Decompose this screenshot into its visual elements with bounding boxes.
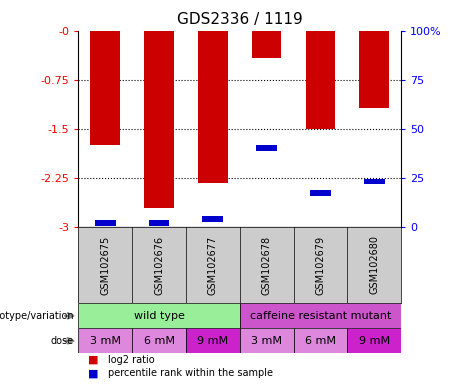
Bar <box>78 328 132 353</box>
Text: ■: ■ <box>88 368 98 379</box>
Text: 6 mM: 6 mM <box>305 336 336 346</box>
Bar <box>144 31 174 208</box>
Bar <box>240 303 401 328</box>
Bar <box>149 220 169 225</box>
Text: ■: ■ <box>88 355 98 365</box>
Text: GSM102679: GSM102679 <box>315 235 325 295</box>
Text: 3 mM: 3 mM <box>90 336 121 346</box>
Bar <box>186 328 240 353</box>
Bar <box>256 145 277 151</box>
Title: GDS2336 / 1119: GDS2336 / 1119 <box>177 12 302 27</box>
Text: 6 mM: 6 mM <box>143 336 175 346</box>
Bar <box>252 31 281 58</box>
Text: caffeine resistant mutant: caffeine resistant mutant <box>250 311 391 321</box>
Bar <box>132 328 186 353</box>
Text: 9 mM: 9 mM <box>197 336 228 346</box>
Text: 3 mM: 3 mM <box>251 336 282 346</box>
Bar <box>310 190 331 196</box>
Text: GSM102678: GSM102678 <box>261 235 272 295</box>
Bar <box>294 328 347 353</box>
Text: GSM102676: GSM102676 <box>154 235 164 295</box>
Bar <box>347 328 401 353</box>
Bar <box>360 31 389 108</box>
Bar <box>202 216 223 222</box>
Bar <box>198 31 228 183</box>
Text: GSM102675: GSM102675 <box>100 235 110 295</box>
Text: dose: dose <box>51 336 74 346</box>
Text: GSM102677: GSM102677 <box>208 235 218 295</box>
Bar <box>95 220 116 225</box>
Text: 9 mM: 9 mM <box>359 336 390 346</box>
Text: genotype/variation: genotype/variation <box>0 311 74 321</box>
Text: percentile rank within the sample: percentile rank within the sample <box>108 368 273 379</box>
Bar <box>240 328 294 353</box>
Bar <box>364 179 384 184</box>
Bar <box>306 31 335 129</box>
Bar <box>78 303 240 328</box>
Bar <box>90 31 120 145</box>
Text: log2 ratio: log2 ratio <box>108 355 155 365</box>
Text: wild type: wild type <box>134 311 184 321</box>
Text: GSM102680: GSM102680 <box>369 235 379 295</box>
